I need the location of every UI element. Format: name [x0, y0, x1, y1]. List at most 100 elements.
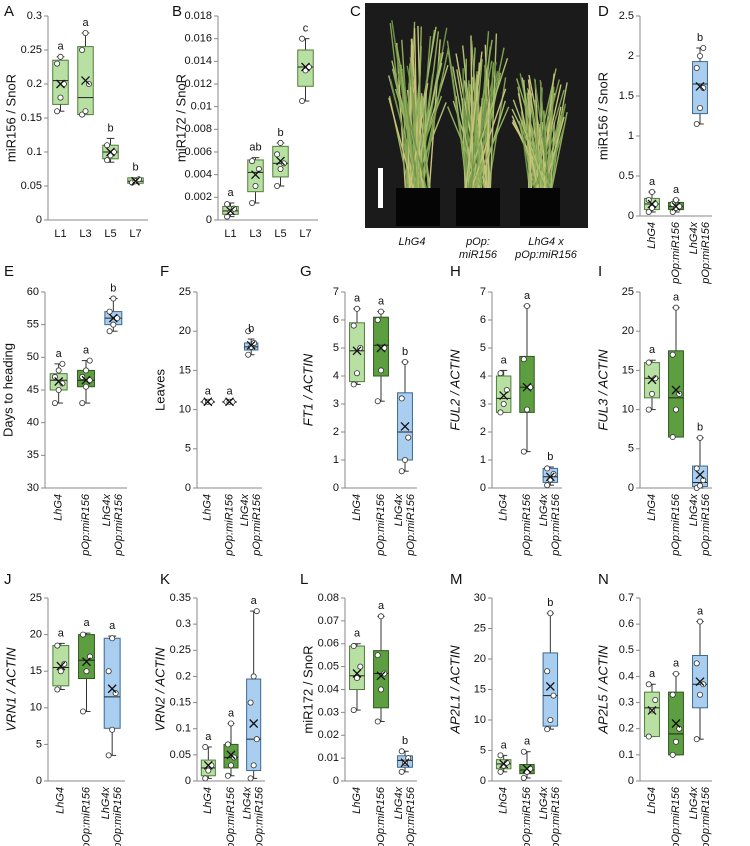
data-point: [398, 395, 405, 402]
y-tick-label: 0.014: [184, 55, 212, 67]
data-point: [245, 351, 252, 358]
y-tick-label: 50: [27, 351, 39, 363]
panel-label: A: [4, 3, 14, 20]
y-tick-label: 45: [27, 384, 39, 396]
data-point: [55, 386, 62, 393]
y-tick-label: 1: [333, 454, 339, 466]
y-tick-label: 60: [27, 286, 39, 298]
y-axis-label: VRN2 / ACTIN: [152, 647, 167, 732]
mean-marker: [376, 671, 386, 681]
significance-letter: b: [697, 422, 703, 434]
data-point: [224, 741, 231, 748]
x-tick-label: pOp:miR156: [670, 786, 682, 846]
data-point: [693, 736, 700, 743]
data-point: [497, 409, 504, 416]
data-point: [398, 768, 405, 775]
x-tick-label: LhG4: [53, 494, 65, 521]
x-tick-label: LhG4x: [239, 494, 251, 527]
mean-marker: [671, 385, 681, 395]
plant-leaf: [550, 122, 556, 191]
data-point: [55, 367, 62, 374]
data-point: [645, 406, 652, 413]
mean-marker: [545, 472, 555, 482]
data-point: [86, 377, 93, 384]
y-tick-label: 0.004: [184, 169, 212, 181]
data-point: [697, 434, 704, 441]
box: [668, 350, 684, 438]
y-tick-label: 0.018: [184, 10, 212, 22]
plant-leaf: [400, 69, 417, 191]
significance-letter: a: [649, 668, 656, 680]
x-tick-label: LhG4x: [393, 494, 405, 527]
data-point: [669, 351, 676, 358]
y-tick-label: 0.02: [318, 729, 339, 741]
data-point: [104, 142, 111, 149]
y-tick-label: 5: [480, 342, 486, 354]
data-point: [247, 775, 254, 782]
y-tick-label: 0.25: [21, 44, 42, 56]
y-tick-label: 0.07: [318, 615, 339, 627]
significance-letter: a: [354, 293, 361, 305]
y-tick-label: 20: [474, 653, 486, 665]
mean-marker: [695, 470, 705, 480]
y-tick-label: 7: [333, 286, 339, 298]
y-tick-label: 25: [622, 286, 634, 298]
x-tick-label: L3: [79, 228, 91, 240]
data-point: [697, 691, 704, 698]
y-tick-label: 0.05: [170, 749, 191, 761]
x-tick-label: LhG4x: [100, 787, 112, 820]
x-tick-label: pOp:miR156: [521, 786, 533, 846]
mean-marker: [56, 79, 65, 89]
y-tick-label: 1: [480, 454, 486, 466]
x-tick-label: LhG4x: [101, 494, 113, 527]
pot: [520, 188, 560, 226]
significance-letter: a: [56, 348, 63, 360]
x-tick-label: LhG4: [351, 494, 363, 521]
y-tick-label: 0: [628, 210, 634, 222]
data-point: [245, 328, 252, 335]
plant-leaf: [464, 51, 483, 191]
scale-bar: [378, 168, 383, 208]
significance-letter: a: [228, 707, 235, 719]
data-point: [673, 196, 680, 203]
data-point: [105, 668, 112, 675]
mean-marker: [671, 719, 681, 728]
x-tick-label: pOp:miR156: [521, 493, 533, 557]
mean-marker: [276, 156, 285, 166]
y-tick-label: 6: [480, 314, 486, 326]
panel-label: K: [160, 571, 170, 588]
y-tick-label: 30: [474, 592, 486, 604]
y-tick-label: 0.3: [619, 696, 634, 708]
significance-letter: b: [248, 323, 254, 335]
data-point: [224, 201, 231, 208]
y-tick-label: 0.06: [318, 638, 339, 650]
y-tick-label: 0.25: [170, 644, 191, 656]
box: [373, 650, 389, 709]
data-point: [398, 748, 405, 755]
data-point: [57, 53, 64, 60]
data-point: [79, 47, 86, 54]
data-point: [649, 188, 656, 195]
mean-marker: [671, 201, 681, 211]
y-tick-label: 0.008: [184, 123, 212, 135]
x-tick-label: pOp:miR156: [375, 786, 387, 846]
x-tick-label: L1: [224, 228, 236, 240]
x-tick-label: LhG4x: [688, 787, 700, 820]
plant-leaf: [418, 48, 449, 191]
mean-marker: [249, 719, 259, 728]
y-tick-label: 0.016: [184, 33, 212, 45]
box: [542, 652, 559, 727]
data-point: [299, 98, 306, 105]
mean-marker: [400, 421, 410, 431]
y-tick-label: 1.5: [619, 90, 634, 102]
significance-letter: b: [277, 127, 283, 139]
box: [103, 637, 121, 729]
y-axis-label: VRN1 / ACTIN: [3, 647, 18, 732]
significance-letter: a: [226, 386, 233, 398]
y-axis-label: FUL2 / ACTIN: [447, 349, 462, 431]
y-tick-label: 0.03: [318, 706, 339, 718]
data-point: [247, 699, 254, 706]
data-point: [105, 752, 112, 759]
data-point: [83, 383, 90, 390]
significance-letter: a: [205, 386, 212, 398]
